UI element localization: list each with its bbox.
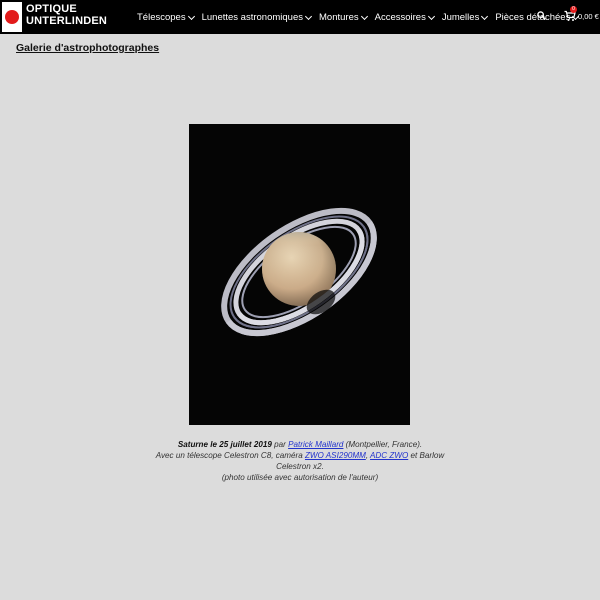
caption-location: (Montpellier, France). xyxy=(343,440,423,449)
saturn-photo xyxy=(189,124,410,425)
nav-label: Accessoires xyxy=(374,11,426,23)
cart-count-badge: 0 xyxy=(570,6,577,13)
caption-line-1: Saturne le 25 juillet 2019 par Patrick M… xyxy=(150,439,450,450)
nav-label: Lunettes astronomiques xyxy=(201,11,303,23)
nav-item-montures[interactable]: Montures xyxy=(319,11,368,23)
adc-link[interactable]: ADC ZWO xyxy=(370,451,409,460)
nav-label: Télescopes xyxy=(137,11,186,23)
author-link[interactable]: Patrick Maillard xyxy=(288,440,344,449)
nav-item-jumelles[interactable]: Jumelles xyxy=(441,11,489,23)
caption-separator: , xyxy=(365,451,371,460)
brand-name[interactable]: OPTIQUE UNTERLINDEN xyxy=(26,3,107,27)
saturn-illustration xyxy=(221,207,377,337)
cart-icon[interactable] xyxy=(564,10,576,22)
caption-by: par xyxy=(271,440,289,449)
chevron-down-icon xyxy=(481,12,489,20)
nav-label: Jumelles xyxy=(441,11,480,23)
caption-title: Saturne le 25 juillet 2019 xyxy=(177,440,272,449)
nav-label: Pièces détachées xyxy=(495,11,571,23)
chevron-down-icon xyxy=(304,12,313,20)
caption-barlow: et Barlow Celestron x2. xyxy=(276,451,445,471)
chevron-down-icon xyxy=(187,12,195,20)
chevron-down-icon xyxy=(360,12,368,20)
search-icon[interactable] xyxy=(537,11,546,20)
cart-total[interactable]: 0,00 € xyxy=(578,12,599,21)
nav-item-lunettes[interactable]: Lunettes astronomiques xyxy=(201,11,313,23)
caption-permission: (photo utilisée avec autorisation de l'a… xyxy=(221,473,379,482)
main-menu: Télescopes Lunettes astronomiques Montur… xyxy=(137,0,586,34)
nav-item-pieces-detachees[interactable]: Pièces détachées xyxy=(495,11,580,23)
gallery-link[interactable]: Galerie d'astrophotographes xyxy=(16,42,160,54)
chevron-down-icon xyxy=(427,12,435,20)
photo-caption: Saturne le 25 juillet 2019 par Patrick M… xyxy=(150,439,450,483)
logo-red-dot xyxy=(5,10,19,24)
nav-item-accessoires[interactable]: Accessoires xyxy=(374,11,435,23)
brand-line-1: OPTIQUE xyxy=(26,3,77,15)
caption-line-2: Avec un télescope Celestron C8, caméra Z… xyxy=(150,450,450,472)
nav-label: Montures xyxy=(319,11,359,23)
caption-equipment: Avec un télescope Celestron C8, caméra xyxy=(155,451,305,460)
top-navigation-bar: OPTIQUE UNTERLINDEN Télescopes Lunettes … xyxy=(0,0,600,34)
brand-line-2: UNTERLINDEN xyxy=(26,15,108,27)
nav-item-telescopes[interactable]: Télescopes xyxy=(137,11,195,23)
logo[interactable] xyxy=(2,2,22,32)
camera-link[interactable]: ZWO ASI290MM xyxy=(304,451,366,460)
